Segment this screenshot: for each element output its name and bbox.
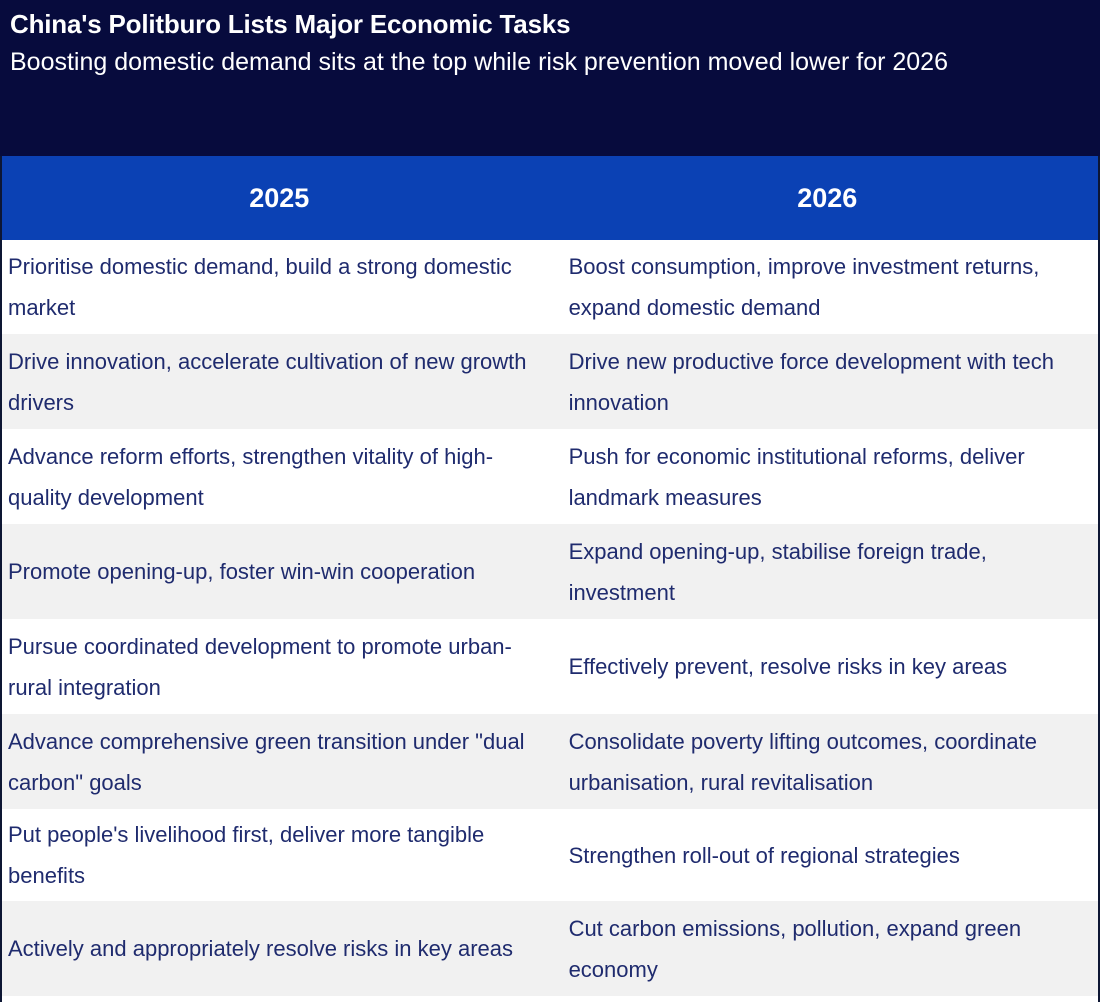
comparison-table-container: 2025 2026 Prioritise domestic demand, bu… — [0, 156, 1100, 1002]
column-header-2026: 2026 — [556, 156, 1098, 240]
cell-2026-task-5: Effectively prevent, resolve risks in ke… — [556, 619, 1098, 714]
table-row: Pursue coordinated development to promot… — [2, 619, 1098, 714]
cell-2026-task-8: Cut carbon emissions, pollution, expand … — [556, 901, 1098, 996]
table-row: Advance reform efforts, strengthen vital… — [2, 429, 1098, 524]
cell-2026-task-7: Strengthen roll-out of regional strategi… — [556, 809, 1098, 901]
cell-2025-task-5: Pursue coordinated development to promot… — [2, 619, 557, 714]
table-body: Prioritise domestic demand, build a stro… — [2, 240, 1098, 1002]
page-subtitle: Boosting domestic demand sits at the top… — [10, 48, 948, 76]
table-row: Drive innovation, accelerate cultivation… — [2, 334, 1098, 429]
table-row: Advance comprehensive green transition u… — [2, 714, 1098, 809]
title-band: China's Politburo Lists Major Economic T… — [0, 0, 1100, 156]
cell-2025-task-3: Advance reform efforts, strengthen vital… — [2, 429, 557, 524]
cell-2026-task-4: Expand opening-up, stabilise foreign tra… — [556, 524, 1098, 619]
cell-2026-task-1: Boost consumption, improve investment re… — [556, 240, 1098, 334]
cell-2025-task-1: Prioritise domestic demand, build a stro… — [2, 240, 557, 334]
cell-2025-task-9-empty — [2, 996, 557, 1002]
comparison-table: 2025 2026 Prioritise domestic demand, bu… — [2, 156, 1098, 1002]
table-header-row: 2025 2026 — [2, 156, 1098, 240]
cell-2025-task-4: Promote opening-up, foster win-win coope… — [2, 524, 557, 619]
cell-2025-task-2: Drive innovation, accelerate cultivation… — [2, 334, 557, 429]
table-header: 2025 2026 — [2, 156, 1098, 240]
table-row: Put people's livelihood first, deliver m… — [2, 809, 1098, 901]
cell-2025-task-7: Put people's livelihood first, deliver m… — [2, 809, 557, 901]
table-row: Improve spending in social security, peo… — [2, 996, 1098, 1002]
table-row: Prioritise domestic demand, build a stro… — [2, 240, 1098, 334]
page-title: China's Politburo Lists Major Economic T… — [10, 9, 571, 39]
cell-2025-task-6: Advance comprehensive green transition u… — [2, 714, 557, 809]
cell-2026-task-3: Push for economic institutional reforms,… — [556, 429, 1098, 524]
cell-2026-task-9: Improve spending in social security, peo… — [556, 996, 1098, 1002]
table-row: Actively and appropriately resolve risks… — [2, 901, 1098, 996]
column-header-2025: 2025 — [2, 156, 557, 240]
cell-2026-task-6: Consolidate poverty lifting outcomes, co… — [556, 714, 1098, 809]
cell-2025-task-8: Actively and appropriately resolve risks… — [2, 901, 557, 996]
cell-2026-task-2: Drive new productive force development w… — [556, 334, 1098, 429]
table-row: Promote opening-up, foster win-win coope… — [2, 524, 1098, 619]
